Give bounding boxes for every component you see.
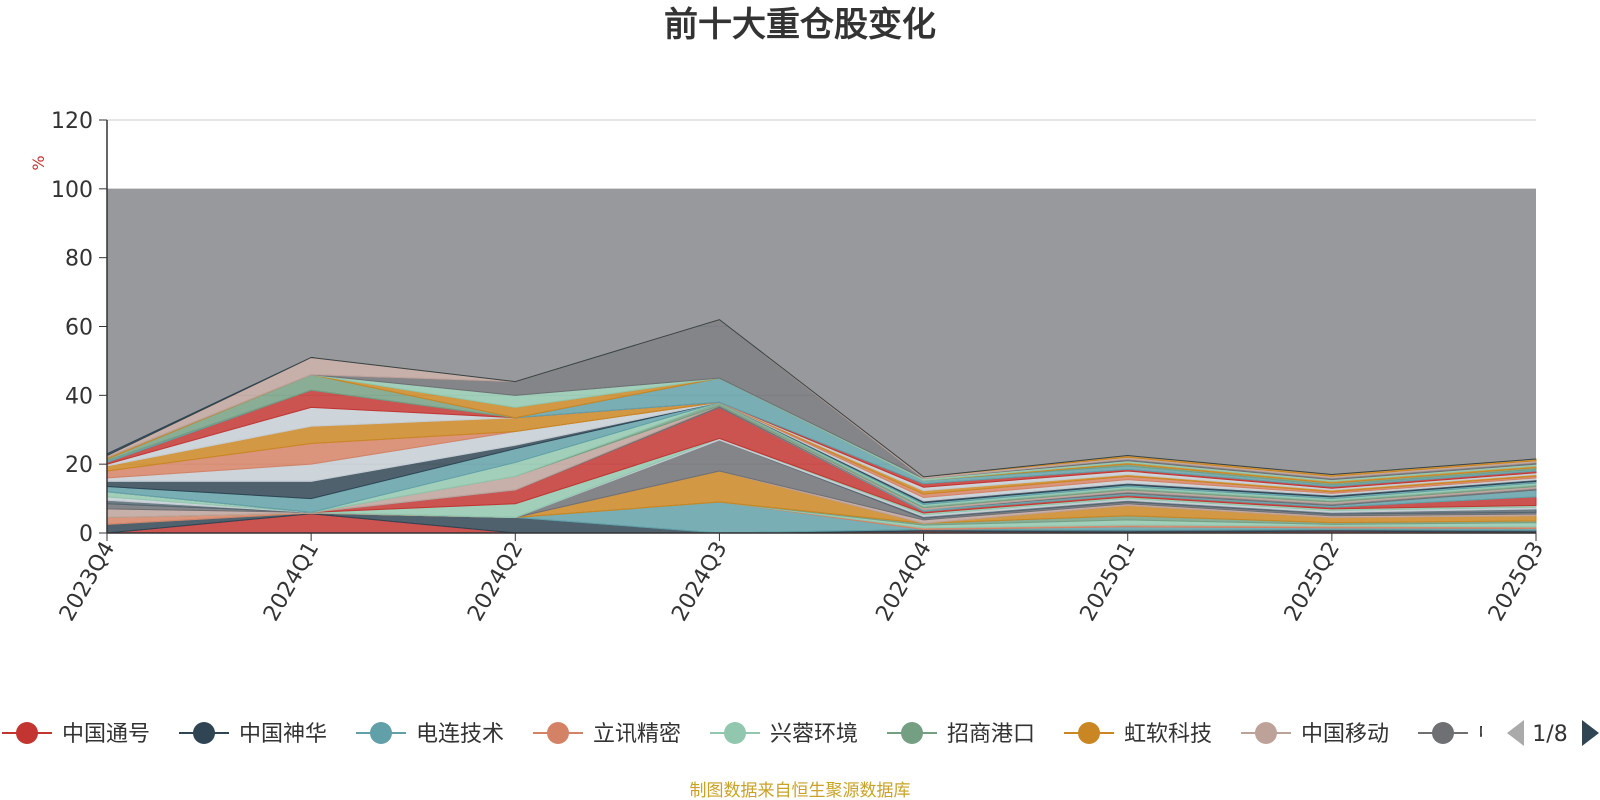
- legend-label: 立讯精密: [593, 722, 681, 747]
- area-series-32: [106, 319, 1537, 478]
- y-tick-label: 80: [65, 247, 93, 272]
- y-axis-label: %: [29, 155, 48, 170]
- legend-item[interactable]: 电连技术: [356, 722, 504, 747]
- legend-item[interactable]: 虹软科技: [1064, 722, 1212, 747]
- y-tick-label: 20: [65, 453, 93, 478]
- legend-label: 中国通号: [62, 722, 150, 747]
- legend-item[interactable]: 招商港口: [887, 722, 1035, 747]
- legend-item[interactable]: 兴蓉环境: [710, 722, 858, 747]
- y-tick-label: 60: [65, 316, 93, 341]
- x-tick-label: 2024Q2: [463, 538, 528, 626]
- legend-marker: [901, 722, 923, 744]
- legend-item[interactable]: 中: [1418, 722, 1500, 747]
- legend-marker: [724, 722, 746, 744]
- legend-marker: [1432, 722, 1454, 744]
- y-tick-label: 0: [79, 522, 93, 547]
- legend-item[interactable]: 立讯精密: [533, 722, 681, 747]
- x-tick-label: 2025Q3: [1484, 538, 1549, 626]
- y-tick-label: 100: [51, 178, 93, 203]
- legend-pager[interactable]: 1/8: [1507, 720, 1599, 747]
- legend-marker: [1078, 722, 1100, 744]
- legend-item[interactable]: 中国神华: [179, 722, 327, 747]
- x-tick-label: 2025Q2: [1280, 538, 1345, 626]
- legend-label: 虹软科技: [1124, 722, 1212, 747]
- legend-label: 招商港口: [947, 722, 1035, 747]
- legend-label: 电连技术: [416, 722, 504, 747]
- x-tick-label: 2024Q1: [259, 538, 324, 626]
- legend-marker: [547, 722, 569, 744]
- x-tick-label: 2025Q1: [1076, 538, 1141, 626]
- legend-marker: [16, 722, 38, 744]
- source-note: 制图数据来自恒生聚源数据库: [690, 781, 911, 800]
- area-series: [106, 188, 1537, 534]
- legend-marker: [1255, 722, 1277, 744]
- x-tick-label: 2024Q4: [871, 538, 936, 626]
- chart-title: 前十大重仓股变化: [664, 5, 936, 45]
- x-tick-label: 2023Q4: [55, 538, 120, 626]
- y-tick-label: 40: [65, 384, 93, 409]
- legend-item[interactable]: 中国通号: [2, 722, 150, 747]
- legend-label: 兴蓉环境: [770, 722, 858, 747]
- y-tick-label: 120: [51, 109, 93, 134]
- legend-marker: [370, 722, 392, 744]
- x-tick-label: 2024Q3: [667, 538, 732, 626]
- legend-label: 中: [1478, 722, 1500, 747]
- legend-prev-icon[interactable]: [1507, 720, 1524, 746]
- legend-page-indicator: 1/8: [1532, 722, 1567, 747]
- legend-item[interactable]: 中国移动: [1241, 722, 1389, 747]
- legend-label: 中国神华: [239, 722, 327, 747]
- legend: 中国通号 中国神华 电连技术 立讯精密 兴蓉环境 招商港口 虹软科技 中国移动 中: [2, 722, 1500, 747]
- legend-label: 中国移动: [1301, 722, 1389, 747]
- legend-next-icon[interactable]: [1582, 720, 1599, 746]
- legend-marker: [193, 722, 215, 744]
- area-remainder: [107, 188, 1536, 477]
